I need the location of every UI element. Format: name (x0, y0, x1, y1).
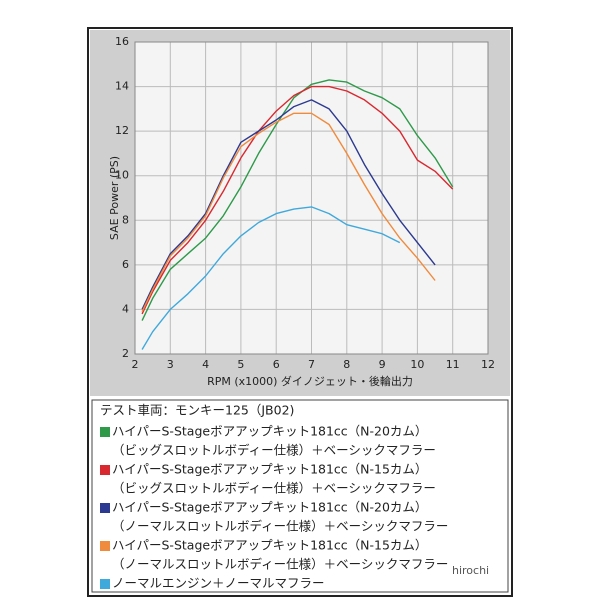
watermark: hirochi (452, 564, 489, 577)
x-tick-label: 10 (410, 358, 424, 371)
series-line (141, 79, 454, 321)
x-tick-label: 4 (202, 358, 209, 371)
x-axis-label: RPM (x1000) ダイノジェット・後輪出力 (207, 374, 413, 388)
legend-sublabel: （ノーマルスロットルボディー仕様）＋ベーシックマフラー (112, 557, 448, 572)
x-tick-label: 6 (273, 358, 280, 371)
series-line (141, 206, 401, 350)
y-tick-label: 14 (115, 80, 129, 93)
plot-border (134, 41, 489, 355)
x-tick-label: 11 (446, 358, 460, 371)
legend-swatch (100, 465, 110, 475)
x-tick-label: 3 (167, 358, 174, 371)
x-tick-label: 7 (308, 358, 315, 371)
legend-sublabel: （ノーマルスロットルボディー仕様）＋ベーシックマフラー (112, 519, 448, 534)
legend-swatch (100, 427, 110, 437)
y-tick-label: 6 (122, 258, 129, 271)
y-axis-label: SAE Power (PS) (108, 156, 121, 240)
series-line (141, 85, 454, 315)
legend-sublabel: （ビッグスロットルボディー仕様）＋ベーシックマフラー (112, 481, 436, 496)
legend-label: ハイパーS-Stageボアアップキット181cc（N-20カム） (112, 500, 427, 515)
y-tick-label: 10 (115, 169, 129, 182)
legend-label: ハイパーS-Stageボアアップキット181cc（N-15カム） (112, 538, 427, 553)
x-tick-label: 12 (481, 358, 495, 371)
y-tick-label: 16 (115, 35, 129, 48)
series-line (141, 99, 436, 310)
series-line (141, 112, 436, 313)
x-tick-label: 9 (379, 358, 386, 371)
legend-box (91, 399, 509, 593)
legend-label: ハイパーS-Stageボアアップキット181cc（N-15カム） (112, 462, 427, 477)
legend-label: ハイパーS-Stageボアアップキット181cc（N-20カム） (112, 424, 427, 439)
y-tick-label: 4 (122, 302, 129, 315)
legend-label: ノーマルエンジン＋ノーマルマフラー (112, 576, 325, 591)
legend-sublabel: （ビッグスロットルボディー仕様）＋ベーシックマフラー (112, 443, 436, 458)
x-tick-label: 2 (132, 358, 139, 371)
x-tick-label: 5 (237, 358, 244, 371)
y-tick-label: 12 (115, 124, 129, 137)
x-tick-label: 8 (343, 358, 350, 371)
legend-swatch (100, 579, 110, 589)
y-tick-label: 2 (122, 347, 129, 360)
y-tick-label: 8 (122, 213, 129, 226)
legend-swatch (100, 503, 110, 513)
legend-swatch (100, 541, 110, 551)
legend-title: テスト車両：モンキー125（JB02) (100, 403, 294, 418)
